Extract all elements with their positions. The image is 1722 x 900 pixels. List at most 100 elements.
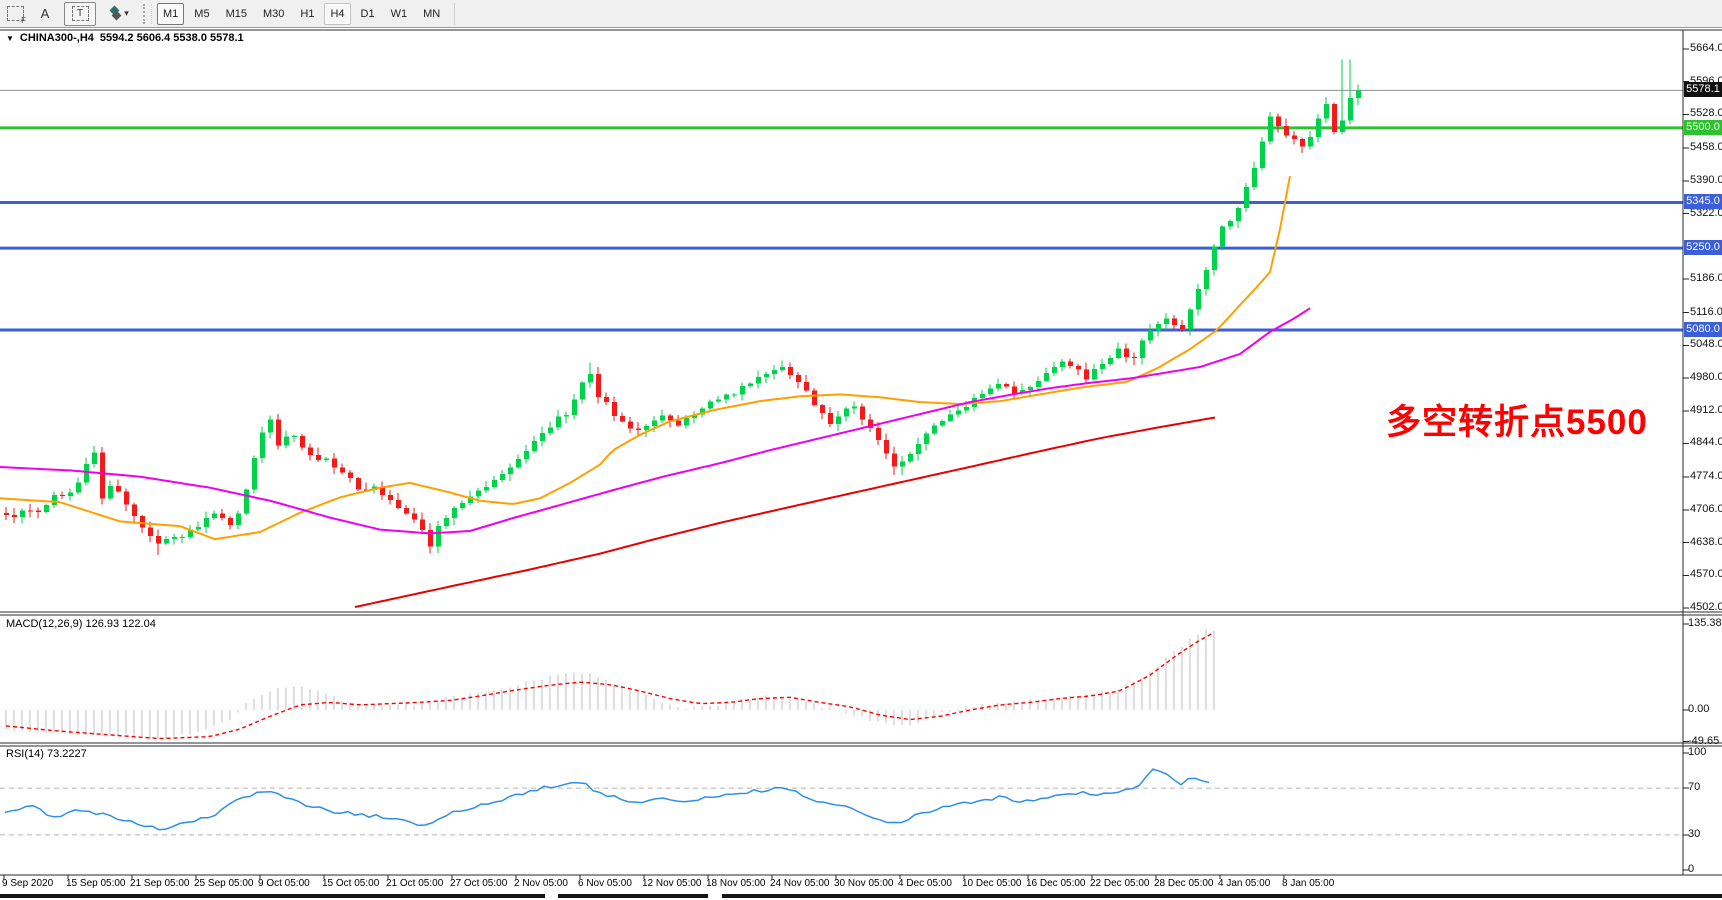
candle-body: [180, 536, 185, 538]
candle-body: [1052, 366, 1057, 374]
candle-body: [140, 516, 145, 528]
candle-body: [1188, 309, 1193, 329]
h-scrollbar-thumb[interactable]: [558, 894, 708, 898]
candle-body: [1340, 120, 1345, 133]
candle-body: [1252, 168, 1257, 187]
toolbar-grip[interactable]: [143, 3, 152, 24]
candle-body: [404, 508, 409, 514]
ohlc-values: 5594.2 5606.4 5538.0 5578.1: [99, 32, 244, 44]
candle-body: [892, 453, 897, 467]
candle-body: [692, 414, 697, 419]
candle-body: [148, 527, 153, 537]
time-axis-label: 10 Dec 05:00: [962, 878, 1022, 889]
candle-body: [812, 390, 817, 405]
candle-body: [1196, 289, 1201, 310]
candle-body: [1228, 221, 1233, 227]
candle-body: [28, 510, 33, 512]
candle-body: [652, 420, 657, 426]
candle-body: [252, 458, 257, 490]
rsi-axis-label: 100: [1688, 746, 1707, 758]
candle-body: [604, 397, 609, 402]
price-axis-label: 4980.0: [1690, 371, 1722, 384]
candle-body: [4, 512, 9, 516]
candle-body: [68, 492, 73, 497]
timeframe-H1[interactable]: H1: [300, 7, 315, 20]
candle-body: [924, 433, 929, 445]
h-scrollbar-track[interactable]: [0, 894, 545, 898]
text-tool-button[interactable]: T: [64, 1, 96, 26]
candle-body: [804, 382, 809, 391]
candle-body: [452, 508, 457, 518]
text-label-icon[interactable]: A: [40, 6, 50, 21]
candle-body: [260, 432, 265, 459]
timeframe-MN[interactable]: MN: [423, 7, 441, 20]
macd-indicator-label: MACD(12,26,9) 126.93 122.04: [6, 618, 156, 630]
timeframe-M1[interactable]: M1: [157, 2, 185, 25]
shapes-tool-icon[interactable]: ▾: [103, 4, 137, 24]
timeframe-M5[interactable]: M5: [194, 7, 210, 20]
time-axis-label: 28 Dec 05:00: [1154, 878, 1214, 889]
chart-shift-grid-icon[interactable]: F: [3, 4, 27, 25]
candle-body: [100, 452, 105, 499]
candle-body: [380, 486, 385, 496]
candle-body: [1220, 226, 1225, 247]
candle-body: [636, 428, 641, 431]
price-axis-label: 4774.0: [1690, 470, 1722, 483]
candle-body: [1348, 98, 1353, 121]
chart-canvas[interactable]: [0, 28, 1722, 900]
timeframe-D1[interactable]: D1: [360, 7, 375, 20]
chart-dropdown-icon[interactable]: ▼: [6, 33, 14, 43]
candle-body: [1028, 387, 1033, 390]
candle-body: [668, 415, 673, 421]
candle-body: [484, 486, 489, 491]
candle-body: [676, 420, 681, 426]
candle-body: [468, 496, 473, 503]
time-axis-label: 27 Oct 05:00: [450, 878, 508, 889]
chart-area[interactable]: ▼ CHINA300-,H4 5594.2 5606.4 5538.0 5578…: [0, 28, 1722, 900]
candle-body: [1300, 139, 1305, 147]
candle-body: [276, 419, 281, 446]
time-axis-label: 2 Nov 05:00: [514, 878, 568, 889]
time-axis-label: 8 Jan 05:00: [1282, 878, 1335, 889]
candle-body: [396, 499, 401, 509]
timeframe-M30[interactable]: M30: [262, 7, 285, 20]
candle-body: [444, 517, 449, 526]
diamond-icon: [111, 10, 122, 21]
candle-body: [684, 418, 689, 426]
candle-body: [172, 536, 177, 539]
timeframe-H4[interactable]: H4: [324, 2, 351, 25]
time-axis-label: 9 Sep 2020: [2, 878, 54, 889]
price-axis-label: 4912.0: [1690, 403, 1722, 416]
timeframe-M15[interactable]: M15: [225, 7, 247, 20]
price-axis-label: 5116.0: [1690, 305, 1722, 318]
price-axis-label: 4638.0: [1690, 535, 1722, 548]
candle-body: [940, 421, 945, 426]
price-axis-label: 5048.0: [1690, 338, 1722, 351]
h-scrollbar-track[interactable]: [722, 894, 1722, 898]
price-axis-label: 5458.0: [1690, 141, 1722, 154]
candle-body: [316, 454, 321, 460]
candle-body: [740, 385, 745, 395]
candle-body: [780, 367, 785, 371]
candle-body: [1044, 373, 1049, 381]
timeframe-W1[interactable]: W1: [390, 7, 408, 20]
ma-slow-red: [354, 416, 1216, 608]
candle-body: [1012, 386, 1017, 394]
candle-body: [292, 436, 297, 438]
time-axis-label: 4 Jan 05:00: [1218, 878, 1271, 889]
candle-body: [1292, 135, 1297, 140]
candle-body: [1356, 90, 1361, 99]
candle-body: [596, 374, 601, 398]
candle-body: [340, 467, 345, 473]
time-axis-label: 12 Nov 05:00: [642, 878, 702, 889]
candle-body: [796, 375, 801, 383]
candle-body: [1268, 116, 1273, 142]
candle-body: [1236, 207, 1241, 222]
candle-body: [1140, 340, 1145, 359]
candle-body: [1172, 318, 1177, 325]
candle-body: [508, 467, 513, 475]
text-tool-icon: T: [71, 6, 89, 21]
candle-body: [1132, 356, 1137, 359]
symbol-label: CHINA300-,H4: [19, 32, 94, 44]
time-axis-label: 21 Sep 05:00: [130, 878, 190, 889]
